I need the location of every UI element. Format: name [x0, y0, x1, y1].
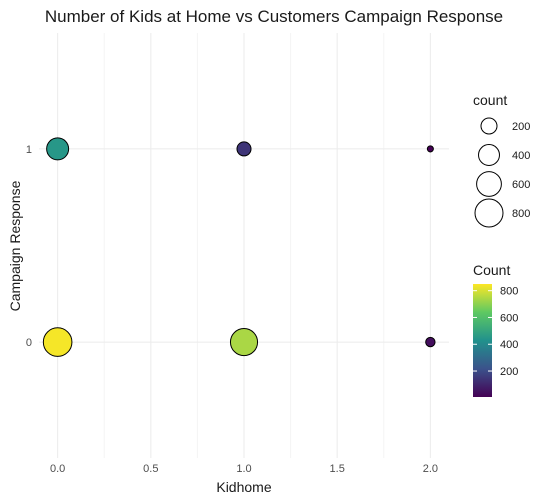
size-legend-label: 800 [512, 208, 530, 220]
size-legend: count 200 400 600 800 [473, 92, 530, 228]
size-legend-title: count [473, 92, 507, 108]
data-point [229, 328, 259, 357]
color-bar [473, 284, 492, 397]
data-points [42, 137, 436, 357]
size-legend-label: 600 [512, 179, 530, 191]
size-legend-label: 400 [512, 150, 530, 162]
x-tick-label: 0.5 [143, 463, 158, 475]
x-tick-label: 1.5 [330, 463, 345, 475]
y-axis-label: Campaign Response [7, 180, 23, 311]
color-legend-label: 200 [500, 366, 518, 378]
y-tick-label: 1 [26, 144, 32, 156]
data-point [426, 145, 434, 153]
data-point [236, 141, 252, 157]
size-legend-label: 200 [512, 121, 530, 133]
size-legend-key [480, 117, 498, 135]
size-legend-key [476, 171, 502, 197]
x-tick-label: 1.0 [236, 463, 251, 475]
color-legend-label: 600 [500, 312, 518, 324]
x-tick-label: 0.0 [50, 463, 65, 475]
color-legend-label: 800 [500, 286, 518, 298]
size-legend-key [478, 144, 500, 166]
color-legend: Count 800 600 400 200 [473, 262, 518, 397]
color-legend-title: Count [473, 262, 510, 278]
y-tick-label: 0 [26, 337, 32, 349]
data-point [425, 336, 436, 348]
x-tick-label: 2.0 [423, 463, 438, 475]
data-point [42, 327, 73, 357]
size-legend-key [474, 198, 504, 228]
grid-lines [39, 33, 449, 458]
data-point [46, 137, 70, 161]
axis-ticks: 0.0 0.5 1.0 1.5 2.0 0 1 [26, 144, 438, 475]
chart-title: Number of Kids at Home vs Customers Camp… [45, 7, 503, 26]
color-legend-label: 400 [500, 339, 518, 351]
x-axis-label: Kidhome [216, 479, 271, 495]
